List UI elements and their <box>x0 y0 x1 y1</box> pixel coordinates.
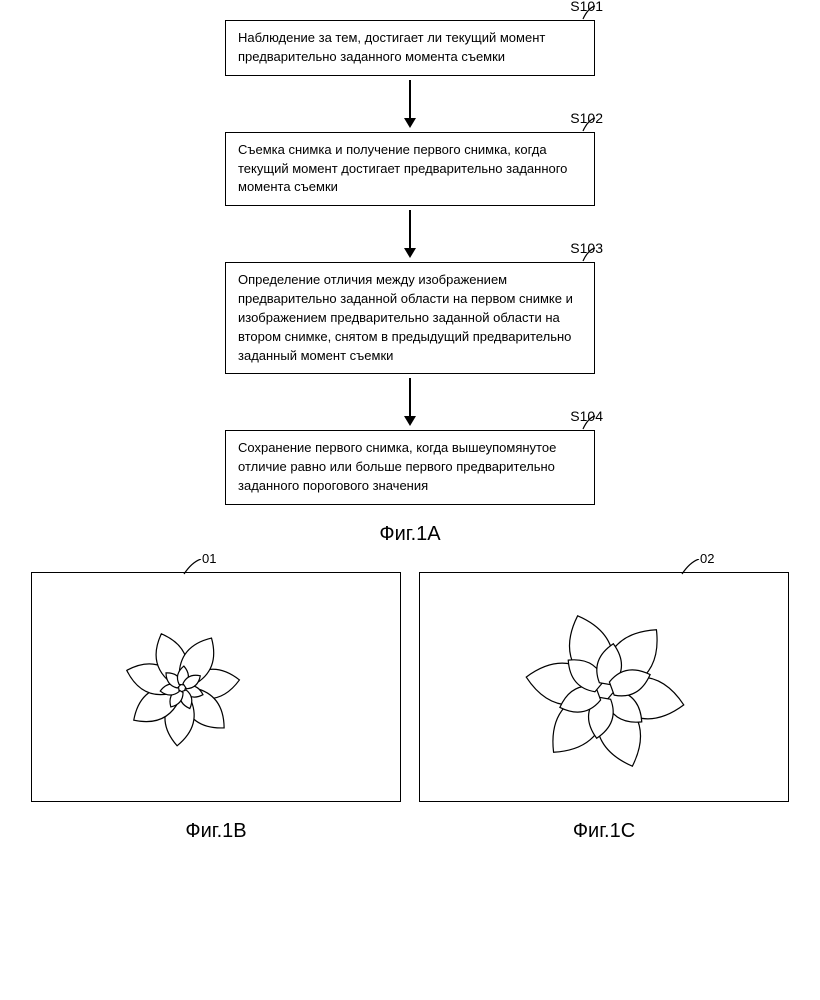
panel-id-label: 02 <box>700 551 714 566</box>
image-panel: 02 <box>419 572 789 802</box>
step-text: Сохранение первого снимка, когда вышеупо… <box>238 440 556 493</box>
image-panel: 01 <box>31 572 401 802</box>
images-row: 01 Фиг.1B 02 Фиг.1C <box>20 572 800 843</box>
step-text: Наблюдение за тем, достигает ли текущий … <box>238 30 545 64</box>
flow-arrow-icon <box>404 210 416 258</box>
image-panel-wrap: 02 Фиг.1C <box>419 572 789 843</box>
callout-tick-icon <box>582 6 596 20</box>
panel-caption: Фиг.1C <box>573 820 635 843</box>
flowchart-step: S104Сохранение первого снимка, когда выш… <box>225 430 595 505</box>
image-panel-wrap: 01 Фиг.1B <box>31 572 401 843</box>
flow-arrow-icon <box>404 378 416 426</box>
flow-arrow-icon <box>404 80 416 128</box>
flower-icon <box>420 573 790 803</box>
step-box: Съемка снимка и получение первого снимка… <box>225 132 595 207</box>
flowchart-step: S103Определение отличия между изображени… <box>225 262 595 374</box>
callout-tick-icon <box>582 248 596 262</box>
callout-tick-icon <box>582 118 596 132</box>
step-box: Определение отличия между изображением п… <box>225 262 595 374</box>
step-box: Наблюдение за тем, достигает ли текущий … <box>225 20 595 76</box>
callout-tick-icon <box>582 416 596 430</box>
step-box: Сохранение первого снимка, когда вышеупо… <box>225 430 595 505</box>
flowchart: S101Наблюдение за тем, достигает ли теку… <box>20 20 800 505</box>
figure-1a-caption: Фиг.1A <box>20 523 800 546</box>
flowchart-step: S102Съемка снимка и получение первого сн… <box>225 132 595 207</box>
panel-caption: Фиг.1B <box>185 820 246 843</box>
flower-icon <box>32 573 402 803</box>
step-text: Съемка снимка и получение первого снимка… <box>238 142 567 195</box>
step-text: Определение отличия между изображением п… <box>238 272 573 362</box>
flowchart-step: S101Наблюдение за тем, достигает ли теку… <box>225 20 595 76</box>
panel-id-label: 01 <box>202 551 216 566</box>
